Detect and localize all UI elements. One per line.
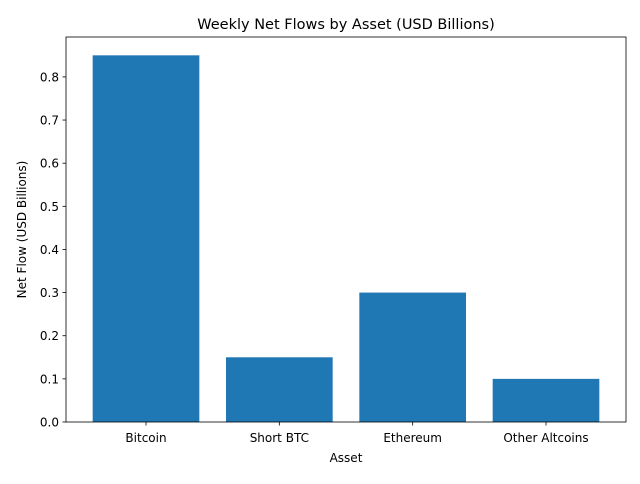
bar-bitcoin (92, 55, 200, 422)
y-tick-label: 0.2 (40, 329, 59, 343)
y-tick-label: 0.7 (40, 114, 59, 128)
y-tick-label: 0.4 (40, 243, 59, 257)
y-tick-label: 0.1 (40, 372, 59, 386)
y-tick-label: 0.6 (40, 157, 59, 171)
chart-title: Weekly Net Flows by Asset (USD Billions) (197, 17, 495, 33)
y-tick-label: 0.5 (40, 200, 59, 214)
bar-ethereum (359, 292, 466, 422)
x-tick-label: Ethereum (383, 431, 442, 445)
y-axis-label: Net Flow (USD Billions) (15, 161, 29, 299)
bar-short-btc (226, 357, 333, 422)
x-tick-label: Other Altcoins (503, 431, 588, 445)
plot-frame (65, 36, 627, 423)
bar-other-altcoins (492, 378, 600, 422)
y-tick-label: 0.8 (40, 70, 59, 84)
y-tick-label: 0.3 (40, 286, 59, 300)
y-tick-label: 0.0 (40, 416, 59, 430)
x-tick-label: Bitcoin (125, 431, 166, 445)
x-tick-label: Short BTC (250, 431, 309, 445)
x-axis-label: Asset (330, 451, 363, 465)
